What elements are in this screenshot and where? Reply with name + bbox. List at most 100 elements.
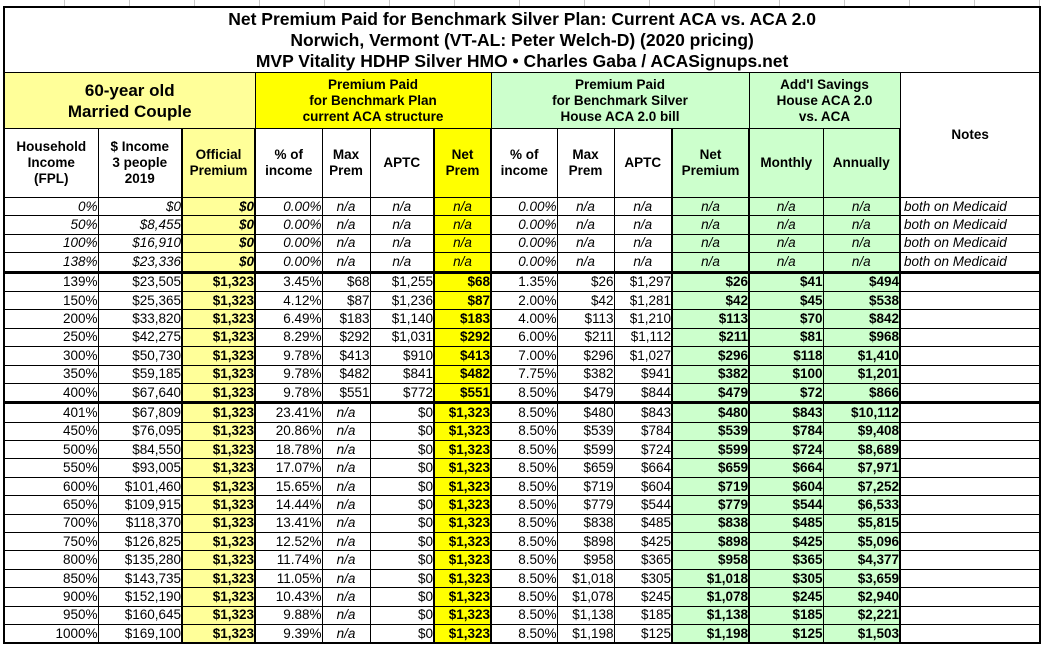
cell-aca-pct-income[interactable]: 11.74% — [254, 550, 323, 570]
cell-aca-aptc[interactable]: $0 — [369, 568, 435, 589]
cell-fpl[interactable]: 750% — [3, 532, 99, 552]
cell-aca-pct-income[interactable]: 9.88% — [254, 605, 323, 625]
column-header-notes[interactable]: Notes — [899, 72, 1041, 198]
cell-aca2-pct-income[interactable]: 0.00% — [490, 215, 558, 235]
cell-savings-annually[interactable]: $538 — [822, 290, 901, 311]
cell-aca2-pct-income[interactable]: 8.50% — [490, 402, 558, 423]
cell-official-premium[interactable]: $1,323 — [181, 568, 256, 589]
cell-aca-pct-income[interactable]: 6.49% — [254, 309, 323, 329]
cell-savings-monthly[interactable]: $45 — [748, 290, 824, 311]
cell-fpl[interactable]: 401% — [3, 402, 99, 423]
cell-aca2-max-prem[interactable]: $838 — [556, 513, 615, 534]
column-header-income[interactable]: $ Income 3 people 2019 — [97, 128, 183, 198]
cell-aca-max-prem[interactable]: n/a — [321, 215, 371, 235]
cell-note[interactable] — [899, 346, 1041, 366]
cell-aca-pct-income[interactable]: 23.41% — [254, 402, 323, 423]
cell-aca-pct-income[interactable]: 0.00% — [254, 196, 323, 217]
cell-official-premium[interactable]: $1,323 — [181, 346, 256, 366]
cell-savings-annually[interactable]: $1,503 — [822, 623, 901, 644]
cell-aca-net-prem[interactable]: $1,323 — [433, 550, 492, 570]
cell-savings-monthly[interactable]: $118 — [748, 346, 824, 366]
cell-savings-monthly[interactable]: n/a — [748, 215, 824, 235]
cell-official-premium[interactable]: $0 — [181, 233, 256, 254]
cell-income[interactable]: $93,005 — [97, 458, 183, 478]
cell-savings-annually[interactable]: $2,940 — [822, 587, 901, 607]
cell-income[interactable]: $16,910 — [97, 233, 183, 254]
cell-aca-net-prem[interactable]: $1,323 — [433, 440, 492, 460]
cell-savings-annually[interactable]: $1,410 — [822, 346, 901, 366]
cell-aca2-net-premium[interactable]: $898 — [671, 532, 750, 552]
cell-aca-max-prem[interactable]: n/a — [321, 196, 371, 217]
cell-savings-monthly[interactable]: $41 — [748, 271, 824, 292]
cell-aca-net-prem[interactable]: $68 — [433, 271, 492, 292]
cell-aca-pct-income[interactable]: 0.00% — [254, 215, 323, 235]
cell-aca-max-prem[interactable]: n/a — [321, 458, 371, 478]
cell-aca-net-prem[interactable]: n/a — [433, 215, 492, 235]
cell-aca-aptc[interactable]: $772 — [369, 382, 435, 405]
cell-fpl[interactable]: 550% — [3, 458, 99, 478]
cell-aca2-aptc[interactable]: $941 — [613, 364, 673, 384]
cell-aca2-aptc[interactable]: $485 — [613, 513, 673, 534]
cell-fpl[interactable]: 1000% — [3, 623, 99, 644]
cell-aca2-pct-income[interactable]: 0.00% — [490, 196, 558, 217]
cell-aca2-pct-income[interactable]: 8.50% — [490, 513, 558, 534]
cell-aca-pct-income[interactable]: 13.41% — [254, 513, 323, 534]
cell-aca-aptc[interactable]: $0 — [369, 532, 435, 552]
cell-note[interactable]: both on Medicaid — [899, 215, 1041, 235]
cell-income[interactable]: $160,645 — [97, 605, 183, 625]
cell-income[interactable]: $109,915 — [97, 495, 183, 515]
cell-savings-annually[interactable]: n/a — [822, 215, 901, 235]
cell-aca-max-prem[interactable]: $87 — [321, 290, 371, 311]
cell-official-premium[interactable]: $1,323 — [181, 623, 256, 644]
cell-aca2-net-premium[interactable]: $479 — [671, 382, 750, 405]
cell-aca2-max-prem[interactable]: $898 — [556, 532, 615, 552]
cell-aca2-max-prem[interactable]: $1,138 — [556, 605, 615, 625]
cell-aca-net-prem[interactable]: $1,323 — [433, 605, 492, 625]
cell-savings-monthly[interactable]: $664 — [748, 458, 824, 478]
cell-aca2-net-premium[interactable]: $1,018 — [671, 568, 750, 589]
cell-official-premium[interactable]: $1,323 — [181, 402, 256, 423]
cell-aca2-aptc[interactable]: $844 — [613, 382, 673, 405]
cell-income[interactable]: $126,825 — [97, 532, 183, 552]
cell-aca2-aptc[interactable]: n/a — [613, 252, 673, 274]
cell-aca-pct-income[interactable]: 17.07% — [254, 458, 323, 478]
cell-note[interactable] — [899, 271, 1041, 292]
cell-income[interactable]: $42,275 — [97, 327, 183, 348]
column-header-savings-annually[interactable]: Annually — [822, 128, 901, 198]
cell-income[interactable]: $23,505 — [97, 271, 183, 292]
cell-fpl[interactable]: 300% — [3, 346, 99, 366]
cell-official-premium[interactable]: $1,323 — [181, 605, 256, 625]
cell-aca2-aptc[interactable]: $1,112 — [613, 327, 673, 348]
cell-savings-monthly[interactable]: $185 — [748, 605, 824, 625]
cell-aca-aptc[interactable]: $0 — [369, 513, 435, 534]
cell-fpl[interactable]: 150% — [3, 290, 99, 311]
cell-aca2-pct-income[interactable]: 8.50% — [490, 550, 558, 570]
cell-aca2-max-prem[interactable]: $26 — [556, 271, 615, 292]
cell-aca-max-prem[interactable]: n/a — [321, 440, 371, 460]
cell-aca2-max-prem[interactable]: $958 — [556, 550, 615, 570]
cell-official-premium[interactable]: $1,323 — [181, 309, 256, 329]
cell-official-premium[interactable]: $1,323 — [181, 421, 256, 442]
cell-aca-pct-income[interactable]: 14.44% — [254, 495, 323, 515]
cell-official-premium[interactable]: $1,323 — [181, 476, 256, 497]
cell-savings-annually[interactable]: $6,533 — [822, 495, 901, 515]
cell-income[interactable]: $50,730 — [97, 346, 183, 366]
cell-aca-max-prem[interactable]: n/a — [321, 550, 371, 570]
cell-aca-net-prem[interactable]: $551 — [433, 382, 492, 405]
cell-savings-annually[interactable]: n/a — [822, 196, 901, 217]
cell-aca2-aptc[interactable]: $604 — [613, 476, 673, 497]
cell-aca-aptc[interactable]: $1,140 — [369, 309, 435, 329]
cell-aca-aptc[interactable]: n/a — [369, 252, 435, 274]
cell-aca2-pct-income[interactable]: 8.50% — [490, 623, 558, 644]
cell-aca2-aptc[interactable]: $305 — [613, 568, 673, 589]
cell-savings-annually[interactable]: $842 — [822, 309, 901, 329]
column-header-aca-max-prem[interactable]: Max Prem — [321, 128, 371, 198]
cell-income[interactable]: $23,336 — [97, 252, 183, 274]
cell-aca2-net-premium[interactable]: $779 — [671, 495, 750, 515]
cell-note[interactable] — [899, 290, 1041, 311]
cell-aca-aptc[interactable]: $1,031 — [369, 327, 435, 348]
cell-aca2-pct-income[interactable]: 8.50% — [490, 458, 558, 478]
cell-aca2-pct-income[interactable]: 2.00% — [490, 290, 558, 311]
cell-savings-annually[interactable]: n/a — [822, 252, 901, 274]
cell-aca-net-prem[interactable]: $1,323 — [433, 532, 492, 552]
